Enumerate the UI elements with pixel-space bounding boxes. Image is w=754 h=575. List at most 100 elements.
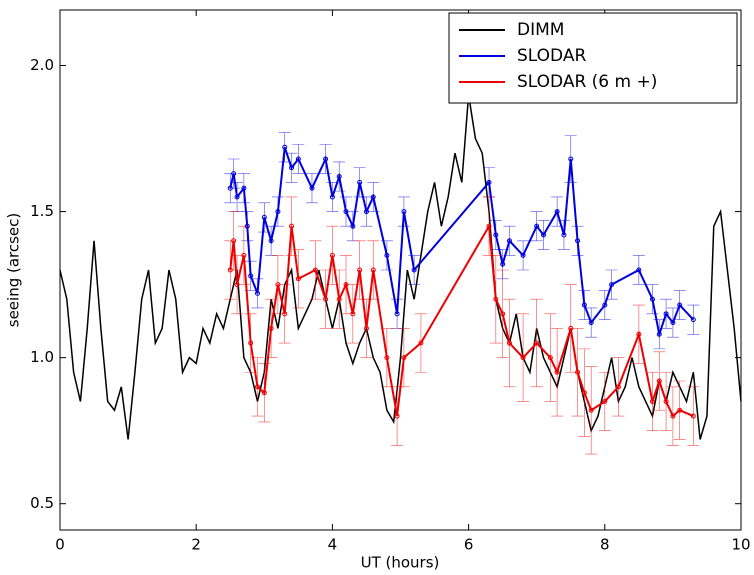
point bbox=[357, 179, 363, 185]
point bbox=[241, 252, 247, 258]
point bbox=[384, 252, 390, 258]
point bbox=[295, 276, 301, 282]
point bbox=[534, 223, 540, 229]
series-line bbox=[229, 146, 695, 339]
point bbox=[486, 223, 492, 229]
point bbox=[336, 296, 342, 302]
point bbox=[394, 311, 400, 317]
point bbox=[500, 311, 506, 317]
point bbox=[282, 311, 288, 317]
point bbox=[506, 238, 512, 244]
point bbox=[500, 261, 506, 267]
series bbox=[224, 132, 700, 350]
point bbox=[363, 325, 369, 331]
point bbox=[248, 273, 254, 279]
point bbox=[275, 282, 281, 288]
legend-label: DIMM bbox=[517, 20, 564, 40]
y-tick-label: 1.0 bbox=[30, 348, 54, 366]
x-tick-label: 4 bbox=[328, 536, 338, 554]
point bbox=[677, 407, 683, 413]
point bbox=[231, 238, 237, 244]
point bbox=[336, 174, 342, 180]
point bbox=[575, 369, 581, 375]
point bbox=[486, 179, 492, 185]
point bbox=[309, 185, 315, 191]
point bbox=[268, 325, 274, 331]
series bbox=[59, 94, 742, 440]
point bbox=[370, 194, 376, 200]
point bbox=[268, 238, 274, 244]
point bbox=[227, 267, 233, 273]
legend: DIMM SLODAR SLODAR (6 m +) bbox=[448, 12, 738, 104]
point bbox=[663, 398, 669, 404]
x-tick-label: 10 bbox=[731, 536, 750, 554]
point bbox=[568, 325, 574, 331]
point bbox=[493, 232, 499, 238]
x-tick-label: 6 bbox=[464, 536, 474, 554]
point bbox=[384, 355, 390, 361]
point bbox=[350, 311, 356, 317]
point bbox=[323, 296, 329, 302]
point bbox=[554, 209, 560, 215]
point bbox=[677, 302, 683, 308]
point bbox=[690, 317, 696, 323]
point bbox=[401, 209, 407, 215]
point bbox=[615, 384, 621, 390]
point bbox=[357, 267, 363, 273]
point bbox=[329, 252, 335, 258]
point bbox=[670, 320, 676, 326]
point bbox=[363, 209, 369, 215]
x-tick-label: 0 bbox=[55, 536, 65, 554]
point bbox=[547, 355, 553, 361]
point bbox=[227, 185, 233, 191]
point bbox=[636, 267, 642, 273]
point bbox=[520, 355, 526, 361]
y-axis-label: seeing (arcsec) bbox=[5, 213, 23, 328]
point bbox=[241, 185, 247, 191]
point bbox=[248, 340, 254, 346]
point bbox=[411, 267, 417, 273]
point bbox=[329, 194, 335, 200]
point bbox=[343, 209, 349, 215]
point bbox=[282, 144, 288, 150]
point bbox=[231, 171, 237, 177]
point bbox=[588, 320, 594, 326]
point bbox=[506, 340, 512, 346]
point bbox=[656, 378, 662, 384]
point bbox=[418, 340, 424, 346]
point bbox=[394, 413, 400, 419]
point bbox=[261, 390, 267, 396]
y-tick-label: 1.5 bbox=[30, 202, 54, 220]
point bbox=[493, 296, 499, 302]
series-line bbox=[59, 94, 742, 440]
point bbox=[690, 413, 696, 419]
point bbox=[261, 214, 267, 220]
point bbox=[254, 290, 260, 296]
point bbox=[520, 252, 526, 258]
point bbox=[636, 331, 642, 337]
point bbox=[609, 282, 615, 288]
point bbox=[663, 311, 669, 317]
x-tick-label: 2 bbox=[191, 536, 201, 554]
point bbox=[289, 223, 295, 229]
point bbox=[561, 232, 567, 238]
point bbox=[234, 282, 240, 288]
legend-label: SLODAR bbox=[517, 46, 586, 66]
point bbox=[312, 267, 318, 273]
point bbox=[649, 398, 655, 404]
point bbox=[534, 340, 540, 346]
point bbox=[254, 384, 260, 390]
x-tick-label: 8 bbox=[600, 536, 610, 554]
series-line bbox=[229, 222, 694, 418]
legend-box bbox=[448, 12, 738, 104]
plot-area bbox=[59, 94, 742, 455]
point bbox=[289, 165, 295, 171]
point bbox=[602, 398, 608, 404]
point bbox=[350, 223, 356, 229]
error-bar bbox=[687, 386, 700, 446]
point bbox=[554, 369, 560, 375]
point bbox=[581, 302, 587, 308]
point bbox=[568, 156, 574, 162]
x-axis-label: UT (hours) bbox=[361, 554, 440, 572]
